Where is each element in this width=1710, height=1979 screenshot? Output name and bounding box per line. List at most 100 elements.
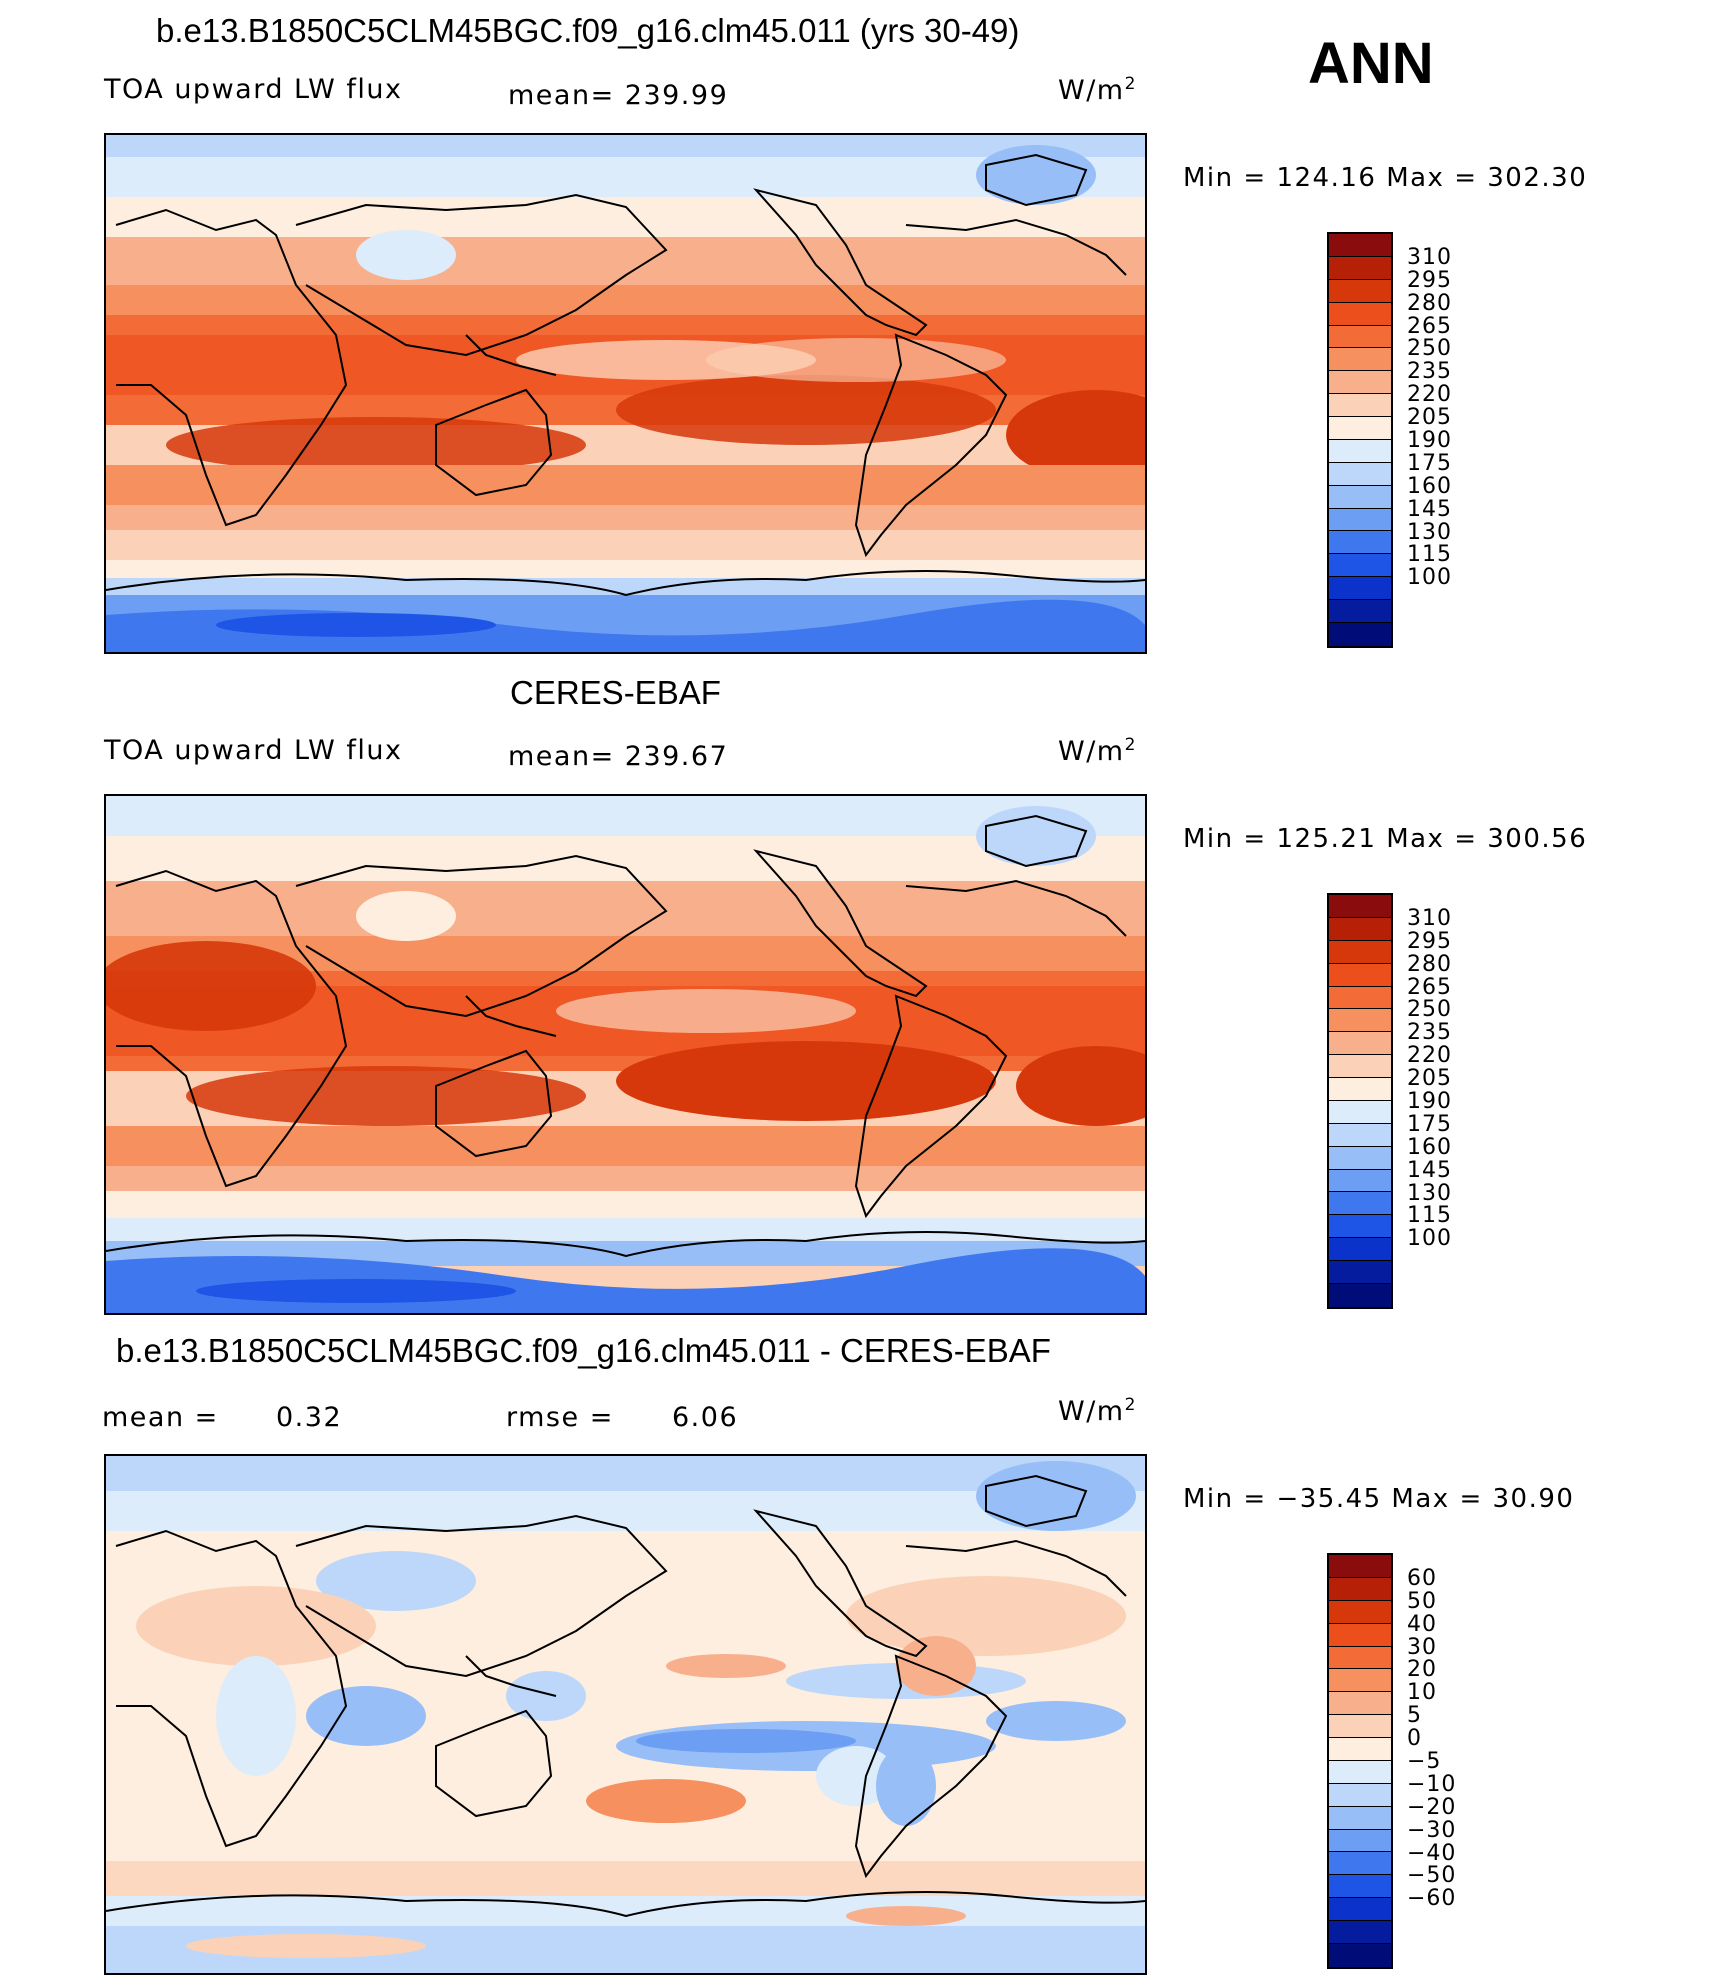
colorbar-tick-label: 265 — [1407, 974, 1452, 1000]
colorbar-tick-label: 20 — [1407, 1657, 1437, 1683]
colorbar-tick-label: 220 — [1407, 1043, 1452, 1069]
colorbar-swatch — [1329, 256, 1391, 280]
colorbar-swatch — [1329, 348, 1391, 372]
panel1-map — [104, 133, 1147, 654]
colorbar-swatch — [1329, 462, 1391, 486]
colorbar-tick-label: 145 — [1407, 1157, 1452, 1183]
panel3-map — [104, 1454, 1147, 1975]
colorbar-swatch — [1329, 485, 1391, 509]
panel2-minmax: Min = 125.21 Max = 300.56 — [1183, 824, 1588, 854]
panel2-mean-label: mean= 239.67 — [508, 741, 729, 772]
panel2-variable-label: TOA upward LW flux — [104, 735, 403, 766]
colorbar-tick-label: 160 — [1407, 473, 1452, 499]
colorbar-swatch — [1329, 1646, 1391, 1670]
colorbar-swatch — [1329, 1238, 1391, 1261]
colorbar-tick-label: 265 — [1407, 313, 1452, 339]
colorbar-tick-label: 295 — [1407, 928, 1452, 954]
colorbar-swatch — [1329, 600, 1391, 623]
colorbar-swatch — [1329, 1738, 1391, 1761]
colorbar-swatch — [1329, 279, 1391, 303]
colorbar-swatch — [1329, 234, 1391, 257]
colorbar-tick-label: −30 — [1407, 1817, 1457, 1843]
colorbar-swatch — [1329, 1806, 1391, 1830]
colorbar-swatch — [1329, 577, 1391, 600]
panel3-colorbar — [1327, 1553, 1393, 1969]
panel1-variable-label: TOA upward LW flux — [104, 74, 403, 105]
colorbar-tick-label: 160 — [1407, 1134, 1452, 1160]
colorbar-tick-label: −5 — [1407, 1749, 1442, 1774]
colorbar-swatch — [1329, 1123, 1391, 1147]
colorbar-tick-label: 60 — [1407, 1565, 1437, 1591]
colorbar-tick-label: 190 — [1407, 1089, 1452, 1114]
colorbar-tick-label: 130 — [1407, 519, 1452, 545]
panel3-mean-label: mean = — [102, 1402, 219, 1433]
colorbar-swatch — [1329, 508, 1391, 532]
colorbar-tick-label: 100 — [1407, 565, 1452, 591]
panel2-map — [104, 794, 1147, 1315]
colorbar-tick-label: 310 — [1407, 905, 1452, 931]
colorbar-swatch — [1329, 1577, 1391, 1601]
colorbar-tick-label: 30 — [1407, 1634, 1437, 1660]
panel1-colorbar — [1327, 232, 1393, 648]
colorbar-swatch — [1329, 1623, 1391, 1647]
colorbar-swatch — [1329, 1783, 1391, 1807]
panel2-units: W/m2 — [1058, 735, 1137, 767]
colorbar-tick-label: −60 — [1407, 1886, 1457, 1912]
panel3-contour-field — [106, 1456, 1145, 1973]
colorbar-tick-label: 205 — [1407, 405, 1452, 431]
colorbar-swatch — [1329, 1192, 1391, 1216]
colorbar-tick-label: 0 — [1407, 1726, 1422, 1752]
colorbar-tick-label: 145 — [1407, 496, 1452, 522]
colorbar-swatch — [1329, 371, 1391, 395]
colorbar-swatch — [1329, 1852, 1391, 1876]
colorbar-tick-label: 250 — [1407, 997, 1452, 1023]
panel3-units: W/m2 — [1058, 1395, 1137, 1427]
colorbar-tick-label: 5 — [1407, 1703, 1422, 1729]
panel1-title: b.e13.B1850C5CLM45BGC.f09_g16.clm45.011 … — [156, 12, 1020, 49]
colorbar-swatch — [1329, 1921, 1391, 1944]
colorbar-swatch — [1329, 940, 1391, 964]
colorbar-swatch — [1329, 917, 1391, 941]
colorbar-swatch — [1329, 622, 1391, 646]
colorbar-swatch — [1329, 1692, 1391, 1716]
colorbar-tick-label: 250 — [1407, 336, 1452, 362]
colorbar-swatch — [1329, 1009, 1391, 1033]
colorbar-swatch — [1329, 302, 1391, 326]
colorbar-tick-label: −50 — [1407, 1863, 1457, 1889]
colorbar-swatch — [1329, 1760, 1391, 1784]
colorbar-swatch — [1329, 325, 1391, 349]
panel3-minmax: Min = −35.45 Max = 30.90 — [1183, 1484, 1575, 1514]
colorbar-swatch — [1329, 1600, 1391, 1624]
colorbar-swatch — [1329, 1715, 1391, 1738]
colorbar-swatch — [1329, 1146, 1391, 1170]
colorbar-swatch — [1329, 417, 1391, 440]
panel2-contour-field — [106, 796, 1145, 1313]
colorbar-swatch — [1329, 394, 1391, 417]
colorbar-swatch — [1329, 1283, 1391, 1307]
colorbar-tick-label: −20 — [1407, 1794, 1457, 1820]
colorbar-swatch — [1329, 1261, 1391, 1284]
colorbar-tick-label: 190 — [1407, 428, 1452, 453]
panel3-rmse-value: 6.06 — [672, 1402, 739, 1433]
colorbar-swatch — [1329, 1100, 1391, 1124]
colorbar-tick-label: 10 — [1407, 1680, 1437, 1706]
panel1-units: W/m2 — [1058, 74, 1137, 106]
panel1-mean-label: mean= 239.99 — [508, 80, 729, 111]
colorbar-swatch — [1329, 895, 1391, 918]
colorbar-swatch — [1329, 1169, 1391, 1193]
colorbar-tick-label: 175 — [1407, 1111, 1452, 1137]
colorbar-tick-label: 175 — [1407, 450, 1452, 476]
colorbar-swatch — [1329, 1669, 1391, 1693]
colorbar-swatch — [1329, 1055, 1391, 1078]
colorbar-tick-label: 280 — [1407, 290, 1452, 316]
colorbar-tick-label: 205 — [1407, 1066, 1452, 1092]
colorbar-swatch — [1329, 963, 1391, 987]
colorbar-tick-label: 50 — [1407, 1588, 1437, 1614]
colorbar-tick-label: 130 — [1407, 1180, 1452, 1206]
colorbar-tick-label: 100 — [1407, 1226, 1452, 1252]
panel2-title: CERES-EBAF — [510, 674, 721, 711]
colorbar-tick-label: 280 — [1407, 951, 1452, 977]
panel1-minmax: Min = 124.16 Max = 302.30 — [1183, 163, 1588, 193]
panel1-contour-field — [106, 135, 1145, 652]
colorbar-tick-label: 310 — [1407, 244, 1452, 270]
